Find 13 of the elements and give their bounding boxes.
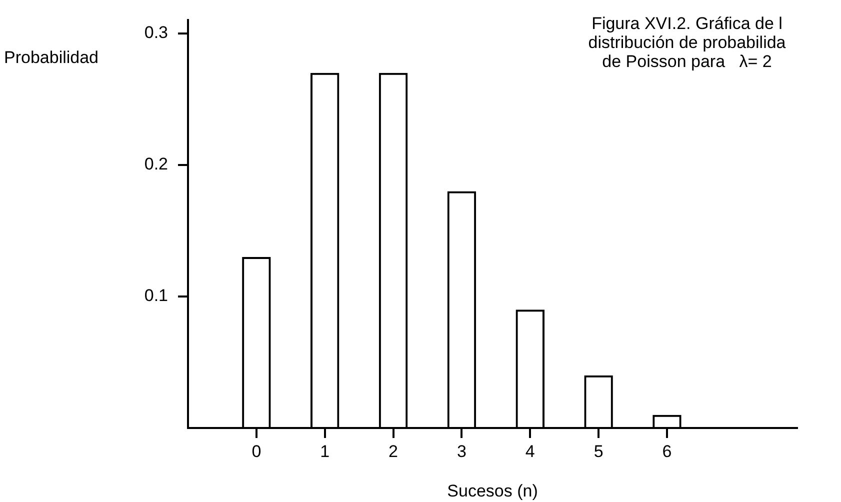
x-tick-label: 4 bbox=[525, 442, 535, 461]
x-tick-label: 3 bbox=[456, 442, 466, 461]
x-tick-label: 6 bbox=[662, 442, 672, 461]
y-tick-label: 0.3 bbox=[144, 23, 168, 42]
y-tick-label: 0.2 bbox=[144, 154, 168, 174]
x-tick-label: 1 bbox=[320, 442, 330, 461]
x-tick-label: 0 bbox=[252, 442, 262, 461]
x-tick-label: 5 bbox=[594, 442, 604, 461]
text: Figura XVI.2. Gráfica de l distribución de probabilida de Poisson para λ= 2 bbox=[587, 14, 787, 71]
x-axis-title: Sucesos (n) bbox=[447, 481, 538, 500]
y-tick-label: 0.1 bbox=[144, 286, 168, 306]
y-axis-title: Probabilidad bbox=[4, 48, 99, 68]
x-tick-label: 2 bbox=[388, 442, 398, 461]
